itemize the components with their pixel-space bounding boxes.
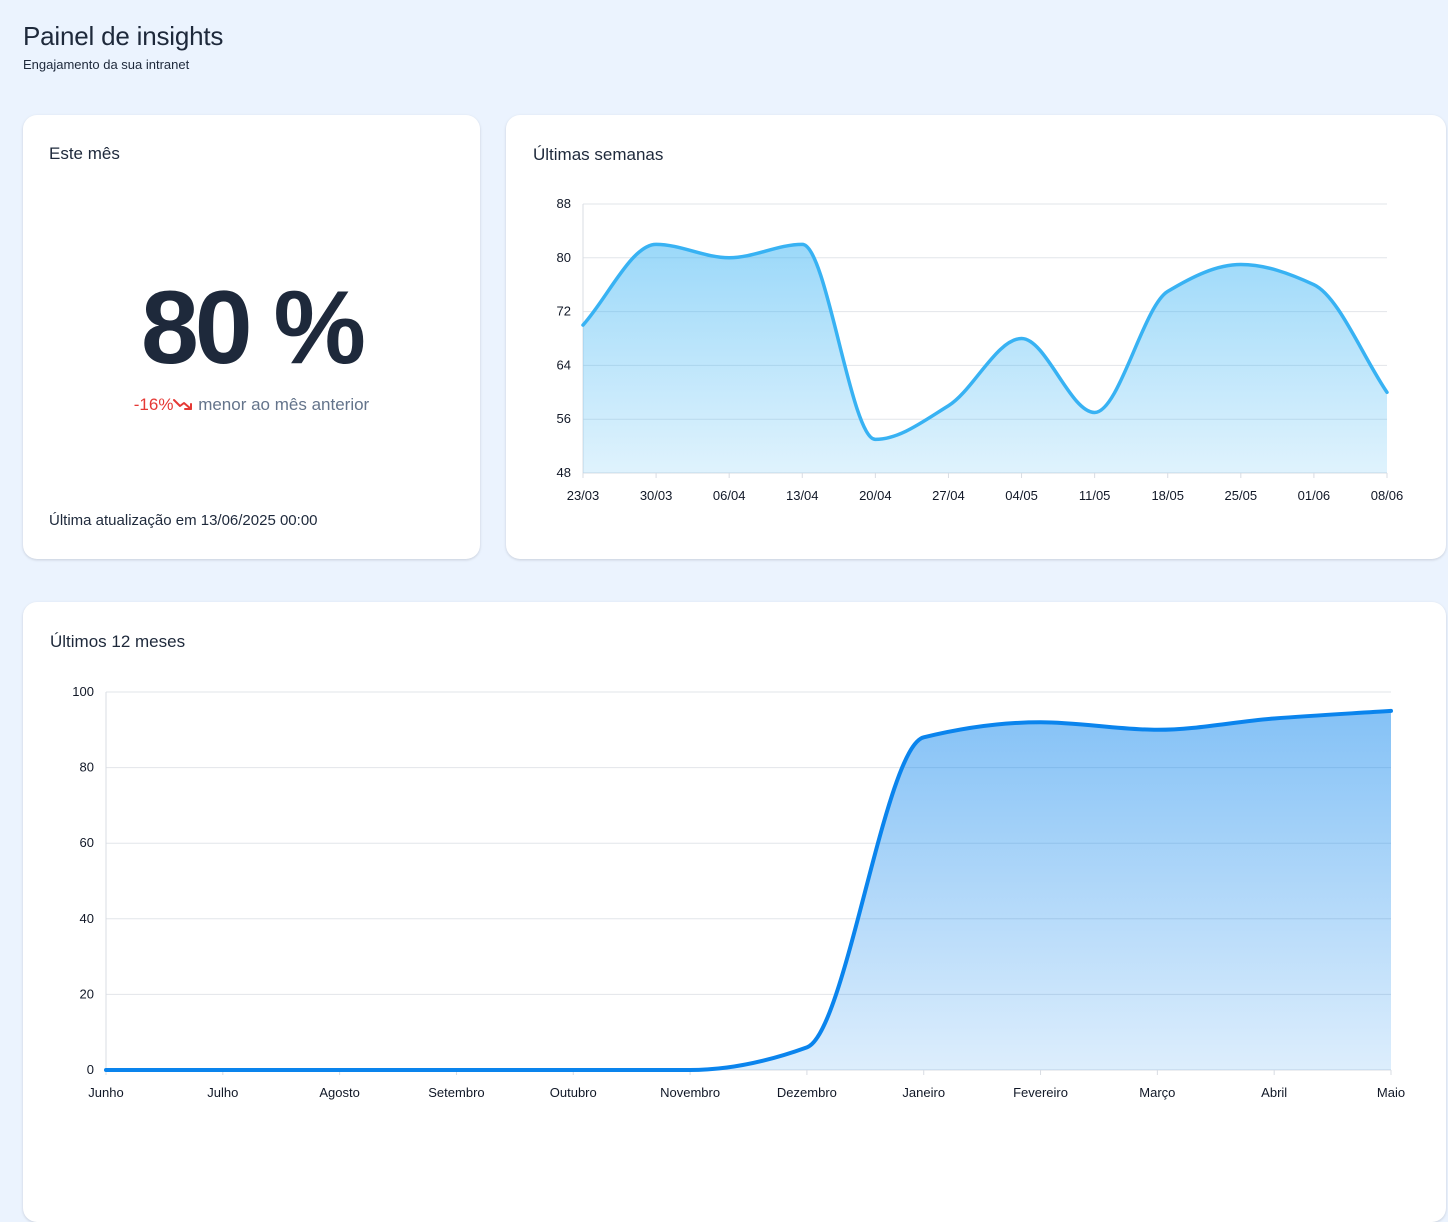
change-description: menor ao mês anterior xyxy=(198,395,370,414)
data-point[interactable] xyxy=(1309,280,1319,290)
x-tick-label: 11/05 xyxy=(1079,488,1111,503)
y-tick-label: 80 xyxy=(557,250,571,265)
series-area xyxy=(106,710,1391,1070)
y-tick-label: 60 xyxy=(80,835,94,850)
page-title: Painel de insights xyxy=(23,21,224,51)
x-tick-label: Janeiro xyxy=(902,1085,945,1100)
page-subtitle: Engajamento da sua intranet xyxy=(23,57,190,72)
x-tick-label: Maio xyxy=(1377,1085,1405,1100)
x-tick-label: 30/03 xyxy=(640,488,673,503)
y-tick-label: 40 xyxy=(80,911,94,926)
data-point[interactable] xyxy=(218,1065,228,1075)
last-update-text: Última atualização em 13/06/2025 00:00 xyxy=(49,512,318,529)
data-point[interactable] xyxy=(1017,334,1027,344)
data-point[interactable] xyxy=(335,1065,345,1075)
y-tick-label: 80 xyxy=(80,760,94,775)
y-tick-label: 72 xyxy=(557,304,571,319)
y-tick-label: 20 xyxy=(80,986,94,1001)
series-line xyxy=(104,708,1393,1072)
data-point[interactable] xyxy=(578,320,588,330)
series-line xyxy=(581,242,1389,442)
y-tick-label: 88 xyxy=(557,196,571,211)
x-tick-label: 27/04 xyxy=(932,488,965,503)
y-tick-label: 56 xyxy=(557,411,571,426)
trending-down-icon xyxy=(173,395,193,417)
x-tick-label: Abril xyxy=(1261,1085,1287,1100)
last-12-months-title: Últimos 12 meses xyxy=(50,632,186,651)
data-point[interactable] xyxy=(1269,713,1279,723)
last-weeks-card: Últimas semanas 48 56 64 72 80 88 23/03 30/03 06… xyxy=(506,115,1446,559)
data-point[interactable] xyxy=(1036,717,1046,727)
data-point[interactable] xyxy=(1152,725,1162,735)
x-tick-label: 25/05 xyxy=(1225,488,1258,503)
x-tick-label: Agosto xyxy=(319,1085,359,1100)
x-tick-label: 08/06 xyxy=(1371,488,1404,503)
x-tick-label: Setembro xyxy=(428,1085,484,1100)
engagement-value: 80 % xyxy=(140,270,366,386)
x-tick-label: Novembro xyxy=(660,1085,720,1100)
data-point[interactable] xyxy=(919,732,929,742)
y-tick-label: 48 xyxy=(557,465,571,480)
x-tick-label: 06/04 xyxy=(713,488,746,503)
data-point[interactable] xyxy=(797,239,807,249)
data-point[interactable] xyxy=(1386,706,1396,716)
data-point[interactable] xyxy=(568,1065,578,1075)
last-weeks-title: Últimas semanas xyxy=(533,145,664,164)
data-point[interactable] xyxy=(724,253,734,263)
x-tick-label: 13/04 xyxy=(786,488,819,503)
last-12-months-card: Últimos 12 meses 0 20 40 60 80 100 Junho Julho A… xyxy=(23,602,1446,1222)
x-tick-label: 23/03 xyxy=(567,488,600,503)
x-tick-label: Outubro xyxy=(550,1085,597,1100)
this-month-card: Este mês 80 % -16% menor ao mês anterior… xyxy=(23,115,480,559)
y-tick-label: 0 xyxy=(87,1062,94,1077)
last-weeks-chart: 48 56 64 72 80 88 23/03 30/03 06/04 13/04 20/04 27/… xyxy=(557,196,1404,503)
data-point[interactable] xyxy=(802,1042,812,1052)
y-tick-label: 100 xyxy=(72,684,94,699)
x-tick-label: Junho xyxy=(88,1085,123,1100)
change-percent: -16% xyxy=(133,395,174,414)
x-tick-label: Março xyxy=(1139,1085,1175,1100)
last-12-months-chart: 0 20 40 60 80 100 Junho Julho Agosto Setembro Outu… xyxy=(72,684,1405,1100)
x-tick-label: 20/04 xyxy=(859,488,892,503)
this-month-title: Este mês xyxy=(49,144,120,163)
data-point[interactable] xyxy=(1236,260,1246,270)
data-point[interactable] xyxy=(685,1065,695,1075)
x-tick-label: Julho xyxy=(207,1085,238,1100)
data-point[interactable] xyxy=(1090,407,1100,417)
x-tick-label: Dezembro xyxy=(777,1085,837,1100)
x-tick-label: Fevereiro xyxy=(1013,1085,1068,1100)
x-tick-label: 04/05 xyxy=(1005,488,1038,503)
data-point[interactable] xyxy=(451,1065,461,1075)
data-point[interactable] xyxy=(1163,286,1173,296)
data-point[interactable] xyxy=(943,401,953,411)
data-point[interactable] xyxy=(651,239,661,249)
x-tick-label: 18/05 xyxy=(1151,488,1184,503)
series-area xyxy=(583,244,1387,473)
comparison-row: -16% menor ao mês anterior xyxy=(23,394,480,417)
data-point[interactable] xyxy=(1382,387,1392,397)
x-tick-label: 01/06 xyxy=(1298,488,1331,503)
data-point[interactable] xyxy=(101,1065,111,1075)
y-tick-label: 64 xyxy=(557,357,571,372)
page-header: Painel de insights Engajamento da sua in… xyxy=(23,20,223,73)
data-point[interactable] xyxy=(870,434,880,444)
